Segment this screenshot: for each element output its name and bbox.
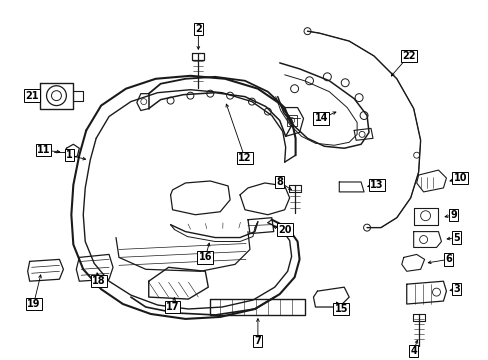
Text: 15: 15	[334, 304, 347, 314]
Text: 7: 7	[254, 336, 261, 346]
Text: 19: 19	[27, 299, 41, 309]
Text: 3: 3	[452, 284, 459, 294]
Text: 1: 1	[66, 150, 73, 160]
Text: 4: 4	[409, 346, 416, 356]
Text: 8: 8	[276, 177, 283, 187]
Text: 12: 12	[238, 153, 251, 163]
Text: 20: 20	[277, 225, 291, 235]
Text: 10: 10	[453, 173, 466, 183]
Text: 6: 6	[444, 255, 451, 264]
Text: 2: 2	[195, 24, 202, 34]
Text: 14: 14	[314, 113, 327, 123]
Text: 21: 21	[25, 91, 39, 101]
Text: 11: 11	[37, 145, 50, 155]
Text: 16: 16	[198, 252, 212, 262]
Text: 22: 22	[401, 51, 415, 61]
Text: 13: 13	[369, 180, 383, 190]
Text: 9: 9	[449, 210, 456, 220]
Text: 5: 5	[452, 233, 459, 243]
Text: 18: 18	[92, 276, 106, 286]
Text: 17: 17	[165, 302, 179, 312]
